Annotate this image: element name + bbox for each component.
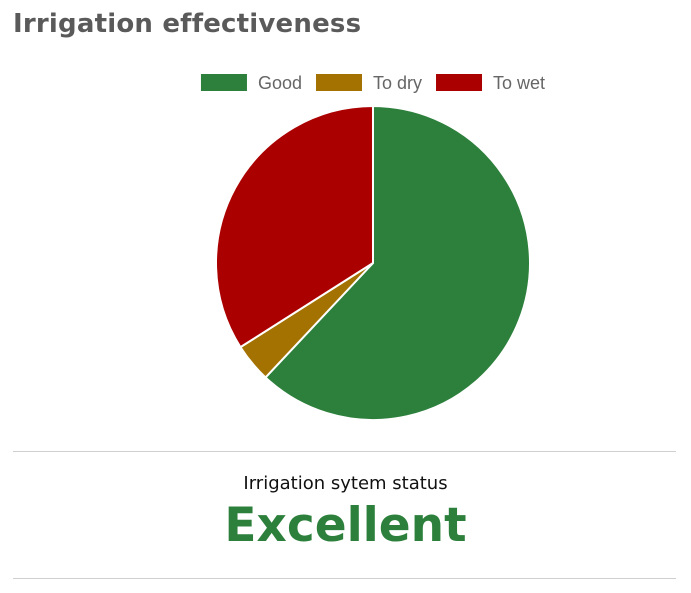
- legend-label-good[interactable]: Good: [258, 73, 302, 93]
- bottom-divider: [13, 578, 676, 579]
- pie-slices: [215, 105, 531, 421]
- pie-slice-to-wet[interactable]: [215, 105, 374, 349]
- legend-swatch-to-wet[interactable]: [436, 74, 483, 91]
- pie-slice-good[interactable]: [264, 105, 531, 421]
- legend-label-to-dry[interactable]: To dry: [373, 73, 422, 93]
- chart-legend: Good To dry To wet: [200, 73, 545, 93]
- status-value: Excellent: [224, 498, 467, 553]
- page-title: Irrigation effectiveness: [13, 9, 362, 39]
- legend-label-to-wet[interactable]: To wet: [493, 73, 545, 93]
- pie-chart: Good To dry To wet: [200, 73, 545, 421]
- status-label: Irrigation sytem status: [243, 473, 448, 494]
- legend-swatch-good[interactable]: [200, 74, 247, 91]
- top-divider: [13, 451, 676, 452]
- legend-swatch-to-dry[interactable]: [315, 74, 362, 91]
